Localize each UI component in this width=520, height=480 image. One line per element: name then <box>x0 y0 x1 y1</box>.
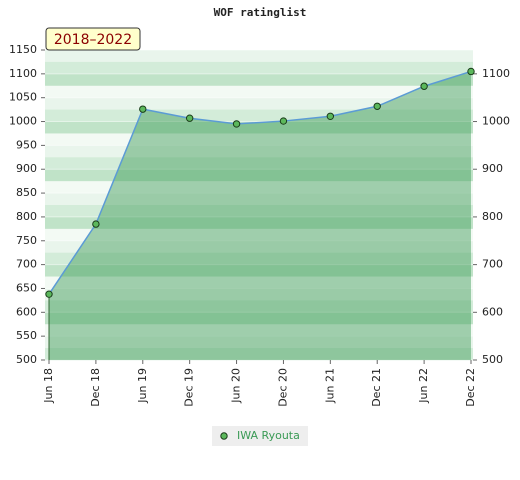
point <box>279 117 288 125</box>
stripe <box>45 312 473 325</box>
x-tick-label: Dec 22 <box>464 368 477 407</box>
stripe <box>45 169 473 182</box>
stripe <box>45 336 473 349</box>
stripe <box>45 300 473 313</box>
stripe <box>45 276 473 289</box>
point <box>232 120 241 128</box>
stripe <box>45 121 473 134</box>
annotation: 2018–2022 <box>54 32 132 48</box>
x-tick-label: Jun 21 <box>323 368 336 404</box>
y-tick-label: 1150 <box>9 43 37 56</box>
point <box>467 67 475 76</box>
stripe <box>45 50 473 63</box>
point <box>92 220 100 228</box>
y2-tick-label: 500 <box>482 353 503 366</box>
stripe <box>45 133 473 146</box>
y-tick-label: 950 <box>16 138 37 151</box>
point <box>326 112 335 120</box>
y-tick-label: 1100 <box>9 67 37 80</box>
legend-label: IWA Ryouta <box>237 429 300 442</box>
x-tick-label: Dec 19 <box>183 368 196 407</box>
point <box>373 102 381 110</box>
stripe <box>45 240 473 254</box>
stripe <box>45 348 473 361</box>
stripe <box>45 157 473 170</box>
y2-tick-label: 900 <box>482 162 503 175</box>
stripe <box>45 97 473 111</box>
stripe <box>45 145 473 158</box>
y2-tick-label: 600 <box>482 305 503 318</box>
point <box>185 114 194 122</box>
y-tick-label: 1050 <box>9 91 37 104</box>
stripe <box>45 264 473 278</box>
stripe <box>45 228 473 242</box>
stripe <box>45 205 473 218</box>
point <box>45 290 53 298</box>
line <box>48 70 472 295</box>
x-tick-label: Dec 18 <box>89 368 102 407</box>
y2-tick-label: 1000 <box>482 115 510 128</box>
chart-title: WOF ratinglist <box>214 6 307 19</box>
y-tick-label: 600 <box>16 305 37 318</box>
annotation-box <box>45 27 141 51</box>
stripe <box>45 324 473 337</box>
legend-marker <box>220 432 228 440</box>
y-tick-label: 800 <box>16 210 37 223</box>
stripe <box>45 252 473 266</box>
y-tick-label: 700 <box>16 258 37 271</box>
y-tick-label: 1000 <box>9 115 37 128</box>
stripe <box>45 73 473 87</box>
x-tick-label: Jun 22 <box>417 368 430 404</box>
y2-tick-label: 800 <box>482 210 503 223</box>
x-tick-label: Jun 18 <box>42 368 55 404</box>
plot-area <box>45 49 473 361</box>
y-tick-label: 500 <box>16 353 37 366</box>
stripe <box>45 61 473 75</box>
point <box>420 82 428 90</box>
point <box>139 105 147 113</box>
x-tick-label: Jun 19 <box>136 368 149 404</box>
y-tick-label: 550 <box>16 329 37 342</box>
y-tick-label: 900 <box>16 162 37 175</box>
x-tick-label: Dec 20 <box>276 368 289 407</box>
y2-tick-label: 1100 <box>482 67 510 80</box>
legend <box>212 426 308 446</box>
stripe <box>45 109 473 123</box>
x-tick-label: Jun 20 <box>230 368 243 404</box>
x-tick-label: Dec 21 <box>370 368 383 407</box>
y-tick-label: 750 <box>16 234 37 247</box>
stripe <box>45 193 473 206</box>
y2-tick-label: 700 <box>482 258 503 271</box>
y-tick-label: 850 <box>16 186 37 199</box>
y-tick-label: 650 <box>16 281 37 294</box>
stripe <box>45 216 473 230</box>
stripe <box>45 85 473 99</box>
stripe <box>45 181 473 194</box>
area <box>49 71 471 360</box>
stripe <box>45 288 473 301</box>
